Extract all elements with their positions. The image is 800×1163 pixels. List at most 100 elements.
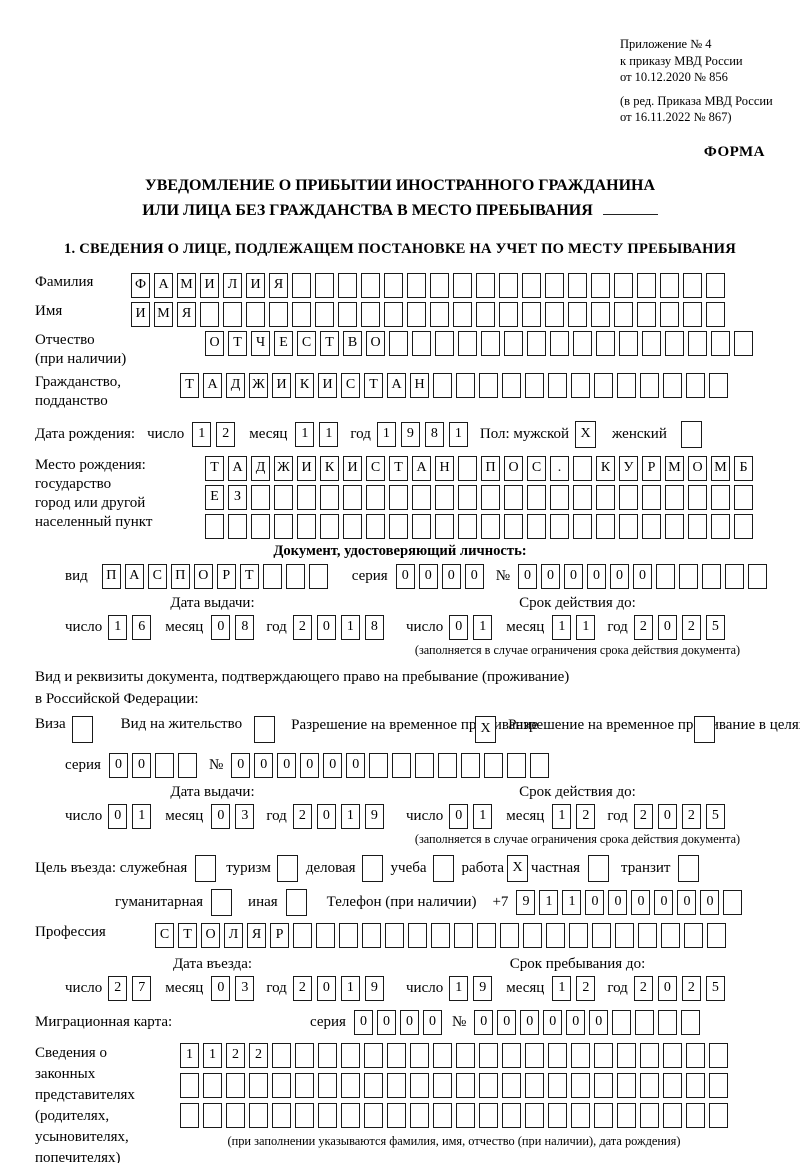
char-box[interactable] (686, 1042, 705, 1068)
char-box[interactable] (315, 272, 334, 298)
char-box[interactable] (435, 513, 454, 539)
char-box[interactable] (223, 301, 242, 327)
char-box[interactable] (663, 372, 682, 398)
char-box[interactable] (410, 1042, 429, 1068)
char-box[interactable] (683, 272, 702, 298)
char-box[interactable]: И (343, 455, 362, 481)
char-box[interactable]: 0 (277, 752, 297, 778)
char-box[interactable] (711, 330, 730, 356)
char-box[interactable]: 0 (422, 1009, 442, 1035)
char-box[interactable] (617, 1072, 636, 1098)
char-box[interactable]: 1 (192, 421, 212, 447)
char-box[interactable]: 8 (235, 614, 255, 640)
char-box[interactable] (226, 1072, 245, 1098)
char-box[interactable] (308, 563, 328, 589)
char-box[interactable] (361, 272, 380, 298)
char-box[interactable]: X (475, 715, 497, 743)
char-box[interactable] (748, 563, 767, 589)
char-box[interactable] (285, 888, 307, 916)
char-box[interactable]: 0 (131, 752, 151, 778)
char-box[interactable] (316, 922, 335, 948)
char-box[interactable]: И (297, 455, 316, 481)
char-box[interactable]: Р (270, 922, 289, 948)
char-box[interactable]: Т (320, 330, 339, 356)
char-box[interactable]: А (412, 455, 431, 481)
char-box[interactable]: 0 (474, 1009, 494, 1035)
char-box[interactable] (338, 301, 357, 327)
char-box[interactable] (637, 301, 656, 327)
char-box[interactable] (364, 1042, 383, 1068)
char-box[interactable]: 2 (576, 803, 596, 829)
char-box[interactable]: 2 (249, 1042, 268, 1068)
char-box[interactable] (594, 1042, 613, 1068)
char-box[interactable] (709, 372, 728, 398)
char-box[interactable] (530, 752, 550, 778)
char-box[interactable]: 1 (552, 803, 572, 829)
char-box[interactable] (612, 1009, 632, 1035)
char-box[interactable]: Я (177, 301, 196, 327)
char-box[interactable] (569, 922, 588, 948)
char-box[interactable] (456, 1072, 475, 1098)
char-box[interactable] (274, 513, 293, 539)
char-box[interactable] (453, 272, 472, 298)
char-box[interactable] (546, 922, 565, 948)
char-box[interactable] (615, 922, 634, 948)
char-box[interactable] (481, 484, 500, 510)
char-box[interactable] (568, 301, 587, 327)
char-box[interactable]: П (481, 455, 500, 481)
char-box[interactable]: 1 (552, 614, 572, 640)
char-box[interactable] (246, 301, 265, 327)
char-box[interactable] (571, 1102, 590, 1128)
char-box[interactable] (456, 1102, 475, 1128)
char-box[interactable] (683, 301, 702, 327)
char-box[interactable]: 0 (657, 614, 677, 640)
char-box[interactable] (686, 372, 705, 398)
char-box[interactable] (320, 513, 339, 539)
char-box[interactable] (504, 513, 523, 539)
char-box[interactable]: 2 (292, 975, 312, 1001)
char-box[interactable] (479, 1042, 498, 1068)
char-box[interactable] (725, 563, 744, 589)
char-box[interactable] (548, 1102, 567, 1128)
char-box[interactable] (548, 1072, 567, 1098)
char-box[interactable] (195, 854, 217, 882)
char-box[interactable] (433, 372, 452, 398)
char-box[interactable] (499, 272, 518, 298)
char-box[interactable] (665, 330, 684, 356)
char-box[interactable] (545, 301, 564, 327)
char-box[interactable] (435, 330, 454, 356)
char-box[interactable] (385, 922, 404, 948)
char-box[interactable] (384, 272, 403, 298)
char-box[interactable]: И (318, 372, 337, 398)
char-box[interactable]: Я (269, 272, 288, 298)
char-box[interactable] (203, 1072, 222, 1098)
char-box[interactable] (678, 854, 700, 882)
char-box[interactable]: 1 (295, 421, 315, 447)
char-box[interactable] (614, 301, 633, 327)
char-box[interactable] (251, 513, 270, 539)
char-box[interactable] (640, 1042, 659, 1068)
char-box[interactable]: Л (223, 272, 242, 298)
char-box[interactable]: А (228, 455, 247, 481)
char-box[interactable] (293, 922, 312, 948)
char-box[interactable] (430, 301, 449, 327)
char-box[interactable]: О (688, 455, 707, 481)
char-box[interactable] (665, 484, 684, 510)
char-box[interactable]: 1 (340, 614, 360, 640)
char-box[interactable] (568, 272, 587, 298)
char-box[interactable] (262, 563, 282, 589)
char-box[interactable]: 1 (576, 614, 596, 640)
char-box[interactable]: У (619, 455, 638, 481)
char-box[interactable] (663, 1102, 682, 1128)
char-box[interactable] (656, 563, 675, 589)
char-box[interactable] (619, 484, 638, 510)
char-box[interactable] (458, 455, 477, 481)
char-box[interactable] (571, 1072, 590, 1098)
char-box[interactable] (500, 922, 519, 948)
char-box[interactable]: Я (247, 922, 266, 948)
char-box[interactable]: О (193, 563, 213, 589)
char-box[interactable]: 9 (364, 975, 384, 1001)
char-box[interactable] (249, 1072, 268, 1098)
char-box[interactable] (617, 372, 636, 398)
char-box[interactable] (594, 1102, 613, 1128)
